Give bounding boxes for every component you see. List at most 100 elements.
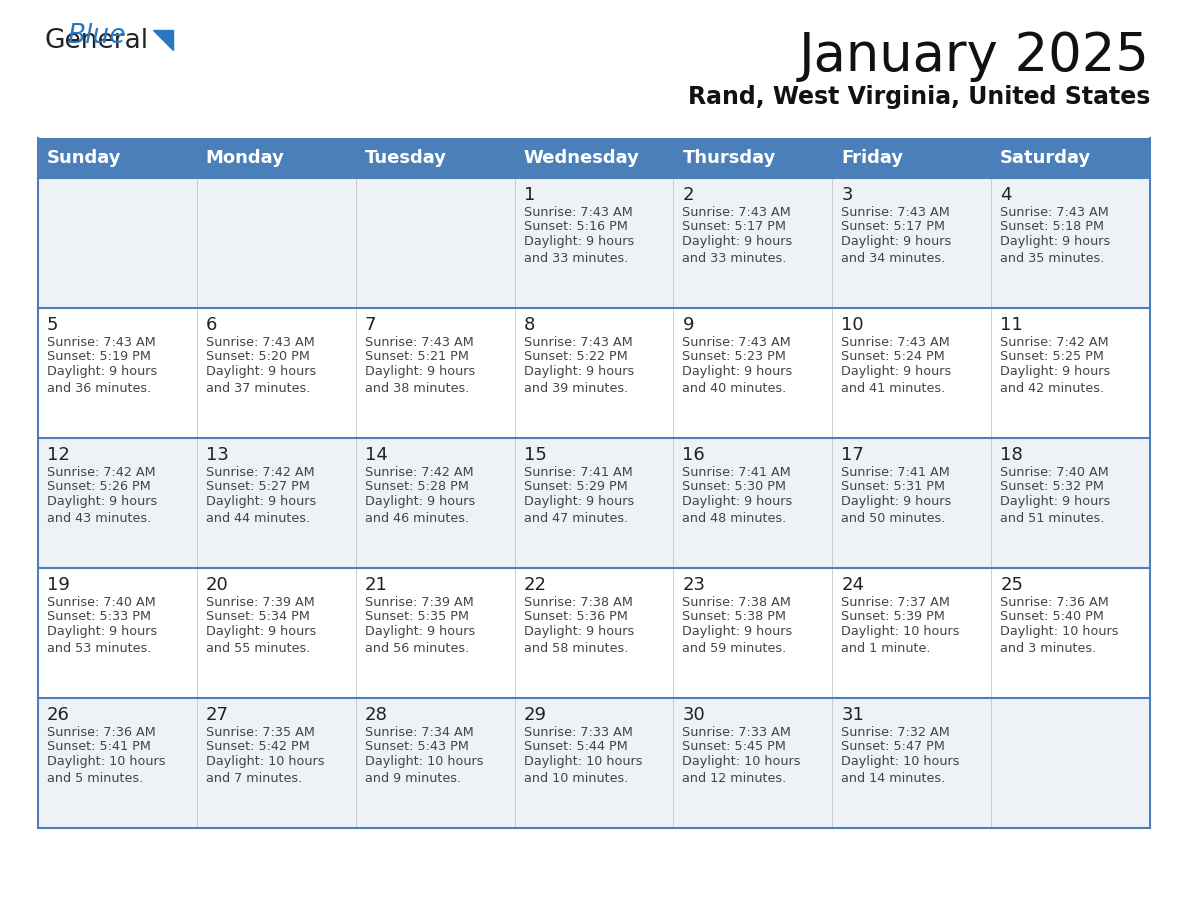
Text: January 2025: January 2025: [800, 30, 1150, 82]
Text: Daylight: 9 hours
and 43 minutes.: Daylight: 9 hours and 43 minutes.: [48, 495, 157, 525]
Text: Daylight: 9 hours
and 46 minutes.: Daylight: 9 hours and 46 minutes.: [365, 495, 475, 525]
Text: Daylight: 9 hours
and 37 minutes.: Daylight: 9 hours and 37 minutes.: [206, 365, 316, 395]
Text: 8: 8: [524, 316, 535, 334]
Text: Wednesday: Wednesday: [524, 149, 639, 167]
Text: Daylight: 10 hours
and 3 minutes.: Daylight: 10 hours and 3 minutes.: [1000, 625, 1119, 655]
Text: 2: 2: [682, 186, 694, 204]
Text: 25: 25: [1000, 576, 1023, 594]
Text: Sunset: 5:39 PM: Sunset: 5:39 PM: [841, 610, 946, 623]
Text: Sunset: 5:33 PM: Sunset: 5:33 PM: [48, 610, 151, 623]
Text: Sunset: 5:27 PM: Sunset: 5:27 PM: [206, 480, 310, 494]
Text: Sunrise: 7:43 AM: Sunrise: 7:43 AM: [365, 336, 474, 349]
Text: Sunrise: 7:43 AM: Sunrise: 7:43 AM: [841, 336, 950, 349]
Bar: [38, 178, 1150, 308]
Text: Sunrise: 7:42 AM: Sunrise: 7:42 AM: [1000, 336, 1108, 349]
Text: Daylight: 9 hours
and 47 minutes.: Daylight: 9 hours and 47 minutes.: [524, 495, 634, 525]
Text: Daylight: 10 hours
and 1 minute.: Daylight: 10 hours and 1 minute.: [841, 625, 960, 655]
Text: Daylight: 9 hours
and 41 minutes.: Daylight: 9 hours and 41 minutes.: [841, 365, 952, 395]
Bar: [38, 698, 1150, 828]
Text: 24: 24: [841, 576, 865, 594]
Text: Saturday: Saturday: [1000, 149, 1092, 167]
Text: Sunset: 5:40 PM: Sunset: 5:40 PM: [1000, 610, 1104, 623]
Text: Sunset: 5:31 PM: Sunset: 5:31 PM: [841, 480, 946, 494]
Text: Daylight: 9 hours
and 50 minutes.: Daylight: 9 hours and 50 minutes.: [841, 495, 952, 525]
Text: Sunset: 5:47 PM: Sunset: 5:47 PM: [841, 741, 946, 754]
Text: 27: 27: [206, 706, 229, 724]
Text: Sunrise: 7:43 AM: Sunrise: 7:43 AM: [841, 206, 950, 219]
Text: 19: 19: [48, 576, 70, 594]
Text: Daylight: 10 hours
and 10 minutes.: Daylight: 10 hours and 10 minutes.: [524, 755, 642, 785]
Text: Sunrise: 7:42 AM: Sunrise: 7:42 AM: [365, 466, 473, 479]
Text: Sunrise: 7:35 AM: Sunrise: 7:35 AM: [206, 726, 315, 739]
Text: Sunrise: 7:42 AM: Sunrise: 7:42 AM: [48, 466, 156, 479]
Text: Daylight: 9 hours
and 33 minutes.: Daylight: 9 hours and 33 minutes.: [524, 235, 634, 265]
Text: 5: 5: [48, 316, 58, 334]
Text: Sunset: 5:38 PM: Sunset: 5:38 PM: [682, 610, 786, 623]
Text: Daylight: 9 hours
and 51 minutes.: Daylight: 9 hours and 51 minutes.: [1000, 495, 1111, 525]
Text: Sunrise: 7:33 AM: Sunrise: 7:33 AM: [524, 726, 632, 739]
Text: Sunset: 5:20 PM: Sunset: 5:20 PM: [206, 351, 310, 364]
Text: Rand, West Virginia, United States: Rand, West Virginia, United States: [688, 85, 1150, 109]
Text: 11: 11: [1000, 316, 1023, 334]
Text: Daylight: 9 hours
and 53 minutes.: Daylight: 9 hours and 53 minutes.: [48, 625, 157, 655]
Text: Thursday: Thursday: [682, 149, 776, 167]
Text: 30: 30: [682, 706, 706, 724]
Text: Sunrise: 7:41 AM: Sunrise: 7:41 AM: [841, 466, 950, 479]
Text: Sunset: 5:16 PM: Sunset: 5:16 PM: [524, 220, 627, 233]
Text: 26: 26: [48, 706, 70, 724]
Text: Sunset: 5:29 PM: Sunset: 5:29 PM: [524, 480, 627, 494]
Text: Sunrise: 7:37 AM: Sunrise: 7:37 AM: [841, 596, 950, 609]
Text: Daylight: 9 hours
and 48 minutes.: Daylight: 9 hours and 48 minutes.: [682, 495, 792, 525]
Text: Sunset: 5:18 PM: Sunset: 5:18 PM: [1000, 220, 1104, 233]
Text: 14: 14: [365, 446, 387, 464]
Text: Sunrise: 7:41 AM: Sunrise: 7:41 AM: [524, 466, 632, 479]
Text: Sunday: Sunday: [48, 149, 121, 167]
Text: Sunset: 5:25 PM: Sunset: 5:25 PM: [1000, 351, 1104, 364]
Text: Daylight: 9 hours
and 59 minutes.: Daylight: 9 hours and 59 minutes.: [682, 625, 792, 655]
Text: Sunrise: 7:43 AM: Sunrise: 7:43 AM: [682, 206, 791, 219]
Text: General: General: [45, 28, 150, 54]
Text: Sunset: 5:36 PM: Sunset: 5:36 PM: [524, 610, 627, 623]
Text: Sunset: 5:44 PM: Sunset: 5:44 PM: [524, 741, 627, 754]
Bar: [38, 138, 1150, 178]
Text: 29: 29: [524, 706, 546, 724]
Text: Sunset: 5:45 PM: Sunset: 5:45 PM: [682, 741, 786, 754]
Text: Sunset: 5:30 PM: Sunset: 5:30 PM: [682, 480, 786, 494]
Text: Sunset: 5:17 PM: Sunset: 5:17 PM: [682, 220, 786, 233]
Text: Sunrise: 7:43 AM: Sunrise: 7:43 AM: [524, 206, 632, 219]
Text: Sunset: 5:28 PM: Sunset: 5:28 PM: [365, 480, 468, 494]
Text: Sunrise: 7:36 AM: Sunrise: 7:36 AM: [1000, 596, 1108, 609]
Text: Daylight: 9 hours
and 56 minutes.: Daylight: 9 hours and 56 minutes.: [365, 625, 475, 655]
Text: Sunrise: 7:32 AM: Sunrise: 7:32 AM: [841, 726, 950, 739]
Text: 21: 21: [365, 576, 387, 594]
Text: Monday: Monday: [206, 149, 285, 167]
Text: 1: 1: [524, 186, 535, 204]
Text: Sunset: 5:19 PM: Sunset: 5:19 PM: [48, 351, 151, 364]
Text: 4: 4: [1000, 186, 1012, 204]
Text: Daylight: 10 hours
and 7 minutes.: Daylight: 10 hours and 7 minutes.: [206, 755, 324, 785]
Text: Sunrise: 7:40 AM: Sunrise: 7:40 AM: [1000, 466, 1108, 479]
Bar: [38, 438, 1150, 568]
Text: Daylight: 10 hours
and 5 minutes.: Daylight: 10 hours and 5 minutes.: [48, 755, 165, 785]
Text: 15: 15: [524, 446, 546, 464]
Bar: [38, 308, 1150, 438]
Text: Sunrise: 7:43 AM: Sunrise: 7:43 AM: [524, 336, 632, 349]
Polygon shape: [153, 30, 173, 50]
Text: Sunset: 5:22 PM: Sunset: 5:22 PM: [524, 351, 627, 364]
Text: 31: 31: [841, 706, 864, 724]
Text: Friday: Friday: [841, 149, 903, 167]
Text: Sunrise: 7:41 AM: Sunrise: 7:41 AM: [682, 466, 791, 479]
Text: 13: 13: [206, 446, 229, 464]
Text: Daylight: 10 hours
and 14 minutes.: Daylight: 10 hours and 14 minutes.: [841, 755, 960, 785]
Text: Sunset: 5:24 PM: Sunset: 5:24 PM: [841, 351, 944, 364]
Text: Daylight: 9 hours
and 40 minutes.: Daylight: 9 hours and 40 minutes.: [682, 365, 792, 395]
Text: Sunset: 5:42 PM: Sunset: 5:42 PM: [206, 741, 310, 754]
Text: Sunset: 5:34 PM: Sunset: 5:34 PM: [206, 610, 310, 623]
Text: 12: 12: [48, 446, 70, 464]
Text: 22: 22: [524, 576, 546, 594]
Bar: [38, 568, 1150, 698]
Text: Sunrise: 7:33 AM: Sunrise: 7:33 AM: [682, 726, 791, 739]
Text: 10: 10: [841, 316, 864, 334]
Text: Sunrise: 7:38 AM: Sunrise: 7:38 AM: [682, 596, 791, 609]
Text: Sunrise: 7:39 AM: Sunrise: 7:39 AM: [206, 596, 315, 609]
